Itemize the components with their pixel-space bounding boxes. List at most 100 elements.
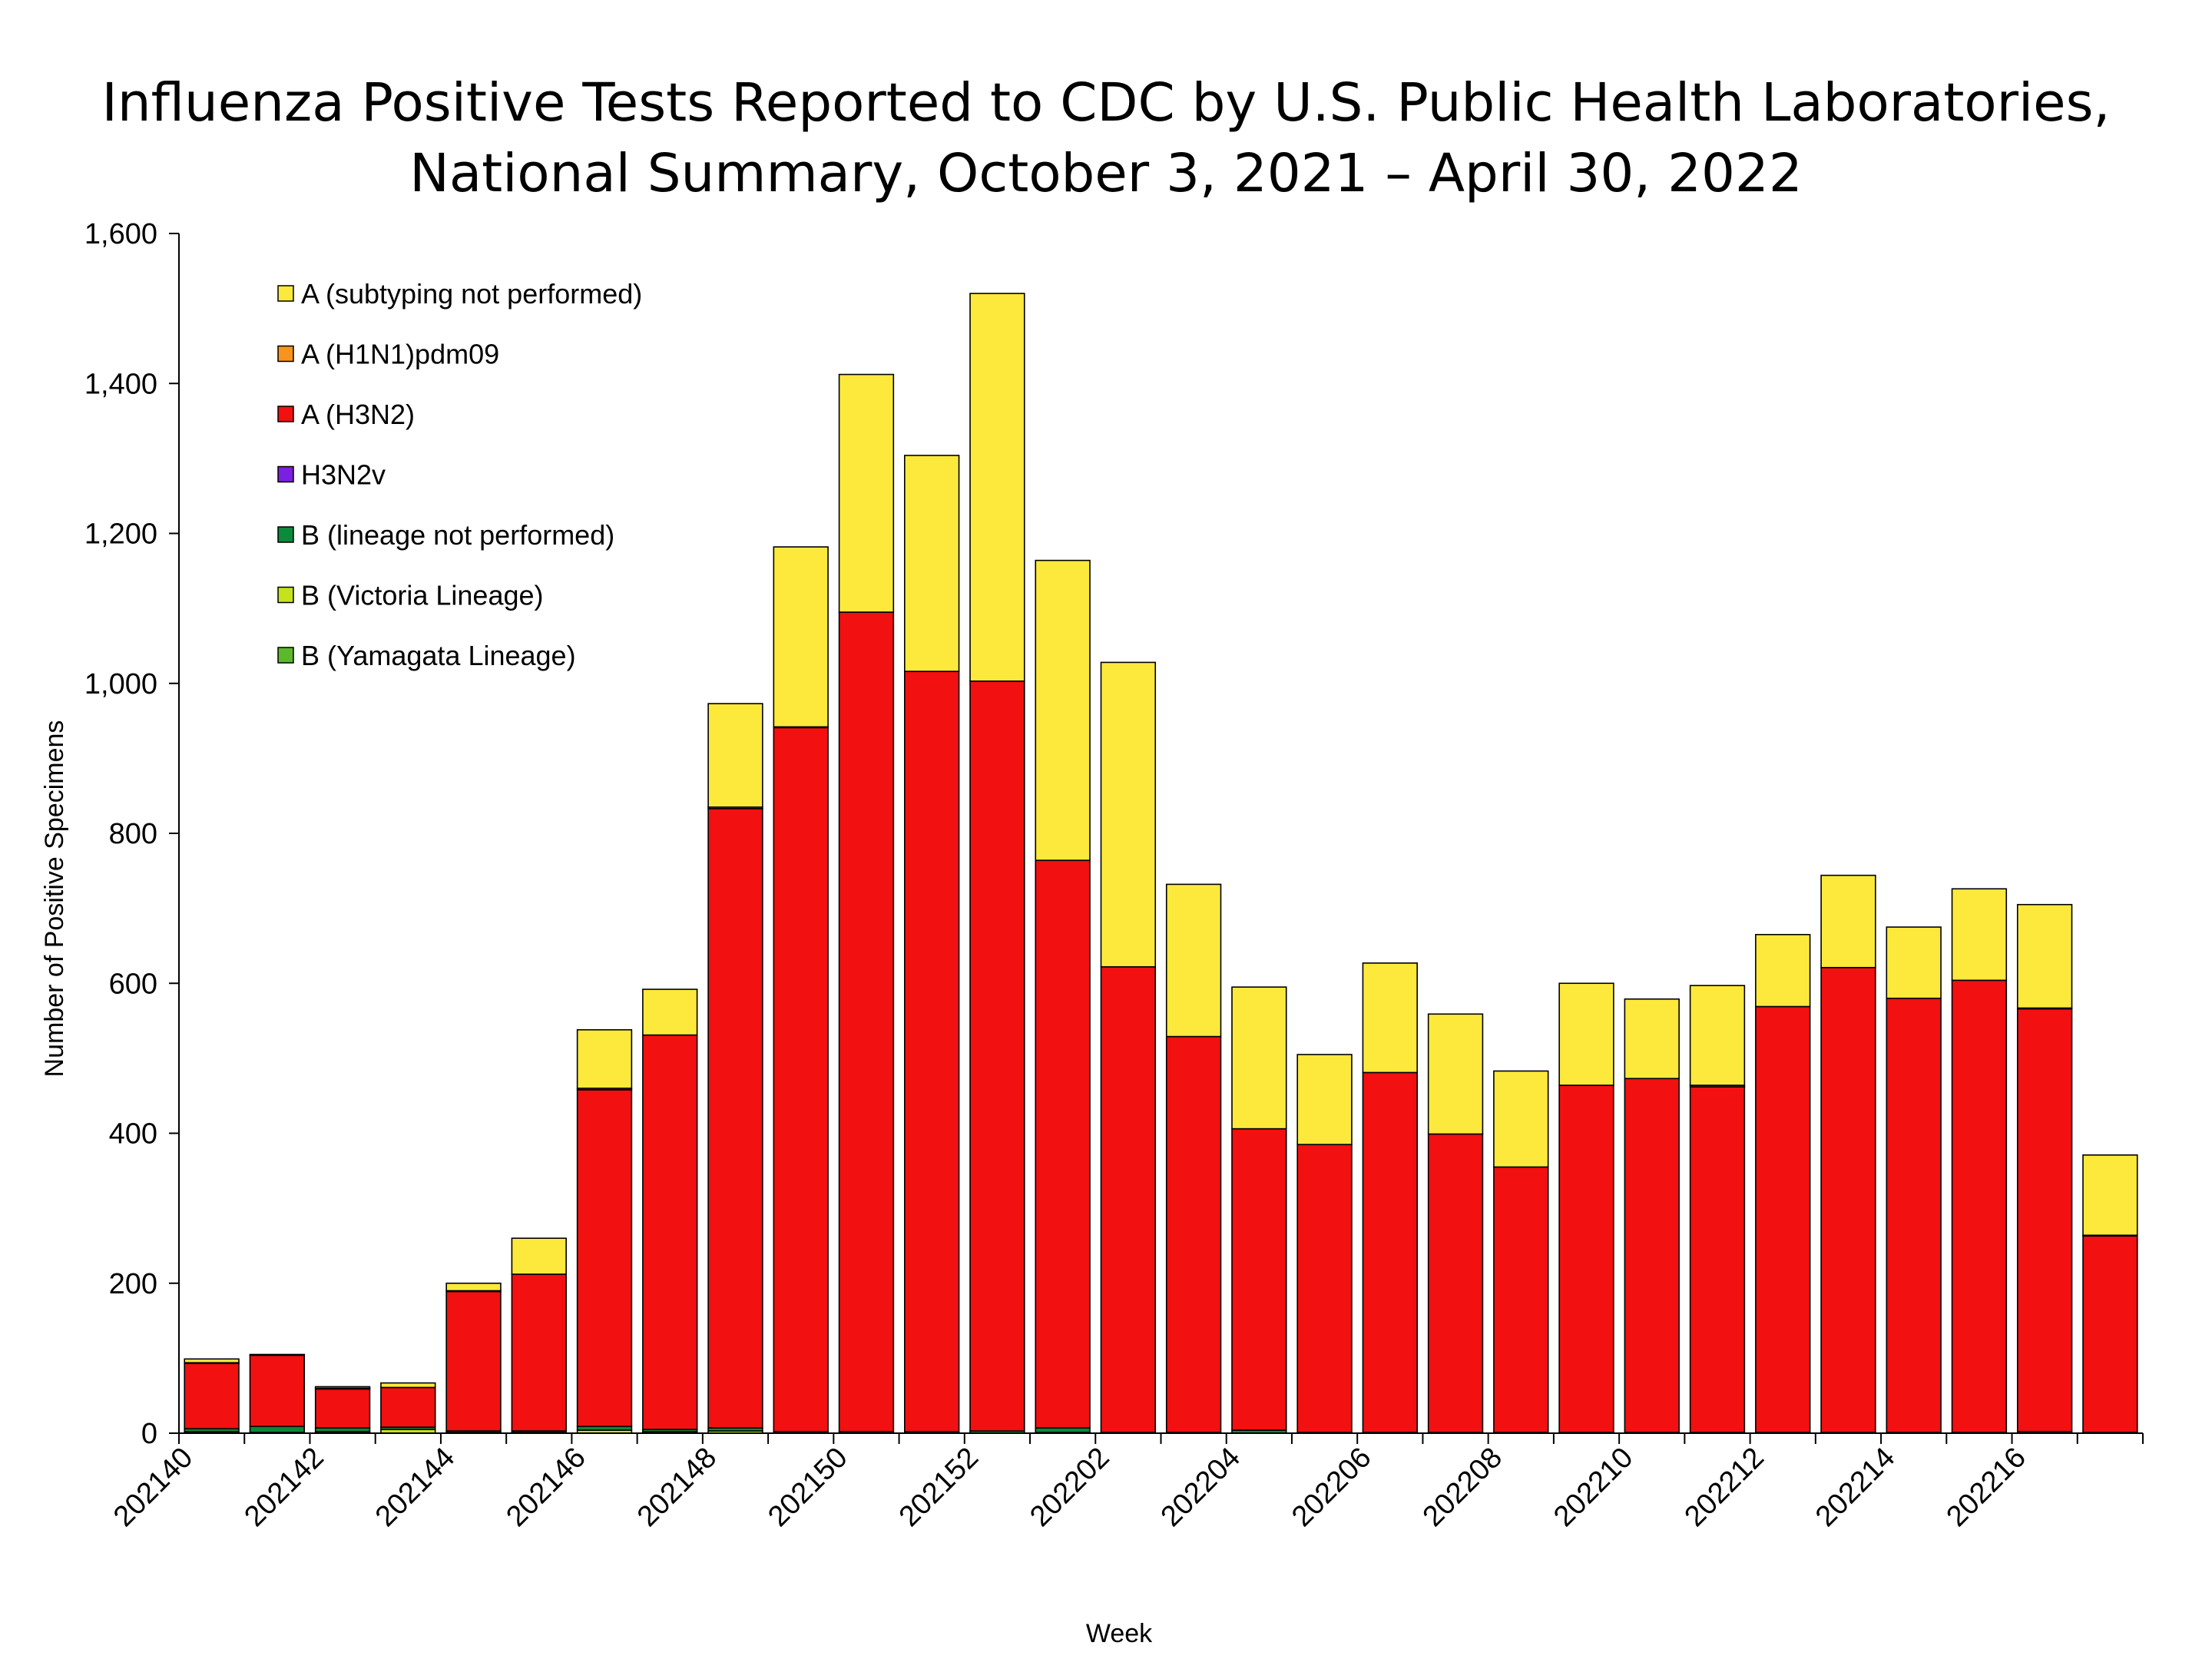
bar-202213-series-4 (1820, 966, 1876, 1433)
bar-202214-series-6 (1886, 926, 1942, 999)
bar-202202-series-4 (1100, 965, 1157, 1433)
bar-202150-series-4 (838, 611, 895, 1432)
bar-202205-series-6 (1296, 1054, 1353, 1145)
bar-202151-series-4 (904, 671, 960, 1432)
bar-202201-series-6 (1035, 559, 1091, 861)
legend: A (subtyping not performed) A (H1N1)pdm09… (277, 278, 642, 671)
x-tick-label: 202214 (1810, 1442, 1901, 1533)
legend-swatch (277, 647, 294, 664)
legend-swatch (277, 406, 294, 422)
bar-202213-series-6 (1820, 874, 1876, 969)
chart-title: Influenza Positive Tests Reported to CDC… (0, 68, 2212, 209)
bar-202212-series-6 (1755, 933, 1811, 1008)
bar-202144-series-6 (445, 1282, 502, 1292)
x-tick-label: 202144 (369, 1442, 461, 1533)
bar-202216-series-4 (2016, 1008, 2073, 1432)
x-tick-label: 202216 (1941, 1442, 2032, 1533)
y-tick-label: 200 (109, 1268, 157, 1300)
bar-202145-series-6 (511, 1237, 567, 1275)
bar-202143-series-4 (380, 1386, 436, 1428)
bar-202203-series-4 (1165, 1035, 1222, 1433)
bar-202146-series-6 (576, 1028, 633, 1089)
y-tick-label: 1,200 (84, 518, 157, 551)
bar-202151-series-6 (904, 455, 960, 672)
bar-202212-series-4 (1755, 1005, 1811, 1433)
bar-202210-series-6 (1624, 998, 1680, 1080)
x-tick-label: 202208 (1417, 1442, 1508, 1533)
bar-202215-series-6 (1951, 888, 2008, 982)
legend-label: A (H3N2) (301, 399, 415, 430)
chart-title-line-1: Influenza Positive Tests Reported to CDC… (101, 72, 2111, 134)
legend-label: B (lineage not performed) (301, 519, 614, 551)
bar-202206-series-6 (1362, 962, 1418, 1074)
bar-202143-series-6 (380, 1382, 436, 1389)
bar-202202-series-6 (1100, 661, 1157, 968)
legend-swatch (277, 285, 294, 302)
x-tick-label: 202210 (1548, 1442, 1639, 1533)
bar-202146-series-4 (576, 1089, 633, 1428)
bar-202209-series-6 (1558, 982, 1614, 1086)
legend-label: A (subtyping not performed) (301, 278, 642, 310)
x-tick-label: 202146 (500, 1442, 591, 1533)
bar-202148-series-6 (707, 703, 763, 808)
bar-202211-series-6 (1689, 985, 1746, 1086)
chart-title-line-2: National Summary, October 3, 2021 – Apri… (409, 143, 1803, 204)
legend-swatch (277, 526, 294, 543)
legend-swatch (277, 465, 294, 483)
y-tick-label: 400 (109, 1118, 157, 1151)
legend-label: A (H1N1)pdm09 (301, 339, 499, 370)
bar-202201-series-4 (1035, 859, 1091, 1429)
x-axis-label: Week (1086, 1619, 1153, 1648)
bar-202147-series-6 (642, 988, 698, 1036)
bar-202142-series-6 (314, 1386, 371, 1389)
x-tick-label: 202140 (108, 1442, 199, 1533)
bars-layer (184, 293, 2138, 1434)
bar-202217-series-4 (2082, 1235, 2138, 1433)
bar-202210-series-4 (1624, 1078, 1680, 1433)
x-tick-label: 202204 (1155, 1442, 1247, 1533)
y-tick-label: 800 (109, 818, 157, 850)
bar-202152-series-4 (969, 680, 1025, 1432)
legend-swatch (277, 586, 294, 604)
bar-202209-series-4 (1558, 1084, 1614, 1433)
bar-202140-series-4 (184, 1363, 240, 1429)
bar-202141-series-2 (249, 1426, 306, 1433)
bar-202216-series-6 (2016, 903, 2073, 1009)
bar-202141-series-5 (249, 1353, 306, 1356)
legend-label: B (Yamagata Lineage) (301, 640, 576, 671)
bar-202217-series-6 (2082, 1154, 2138, 1237)
bar-202142-series-4 (314, 1388, 371, 1429)
x-tick-label: 202212 (1679, 1442, 1770, 1533)
bar-202207-series-6 (1427, 1013, 1484, 1135)
y-tick-label: 600 (109, 968, 157, 1000)
bar-202149-series-6 (773, 546, 829, 728)
bar-202211-series-4 (1689, 1086, 1746, 1433)
bar-202208-series-6 (1493, 1070, 1549, 1168)
bar-202149-series-4 (773, 727, 829, 1432)
bar-202144-series-4 (445, 1290, 502, 1432)
bar-202140-series-6 (184, 1358, 240, 1364)
bar-202203-series-6 (1165, 883, 1222, 1038)
bar-202150-series-6 (838, 373, 895, 613)
x-tick-label: 202142 (238, 1442, 329, 1533)
bar-202207-series-4 (1427, 1133, 1484, 1433)
legend-swatch (277, 345, 294, 363)
x-tick-label: 202206 (1286, 1442, 1377, 1533)
x-tick-label: 202148 (631, 1442, 723, 1533)
y-tick-label: 1,400 (84, 368, 157, 400)
bar-202141-series-4 (249, 1354, 306, 1428)
bar-202147-series-4 (642, 1034, 698, 1430)
y-axis-label: Number of Positive Specimens (40, 720, 69, 1078)
bar-202215-series-4 (1951, 979, 2008, 1433)
y-tick-label: 0 (141, 1418, 157, 1450)
bar-202206-series-4 (1362, 1071, 1418, 1433)
x-tick-label: 202150 (762, 1442, 853, 1533)
y-tick-label: 1,600 (84, 218, 157, 250)
bar-202204-series-4 (1231, 1128, 1287, 1431)
y-tick-label: 1,000 (84, 668, 157, 700)
bar-202214-series-4 (1886, 997, 1942, 1433)
bar-202145-series-4 (511, 1273, 567, 1432)
legend-label: H3N2v (301, 459, 386, 491)
bar-202204-series-6 (1231, 986, 1287, 1130)
